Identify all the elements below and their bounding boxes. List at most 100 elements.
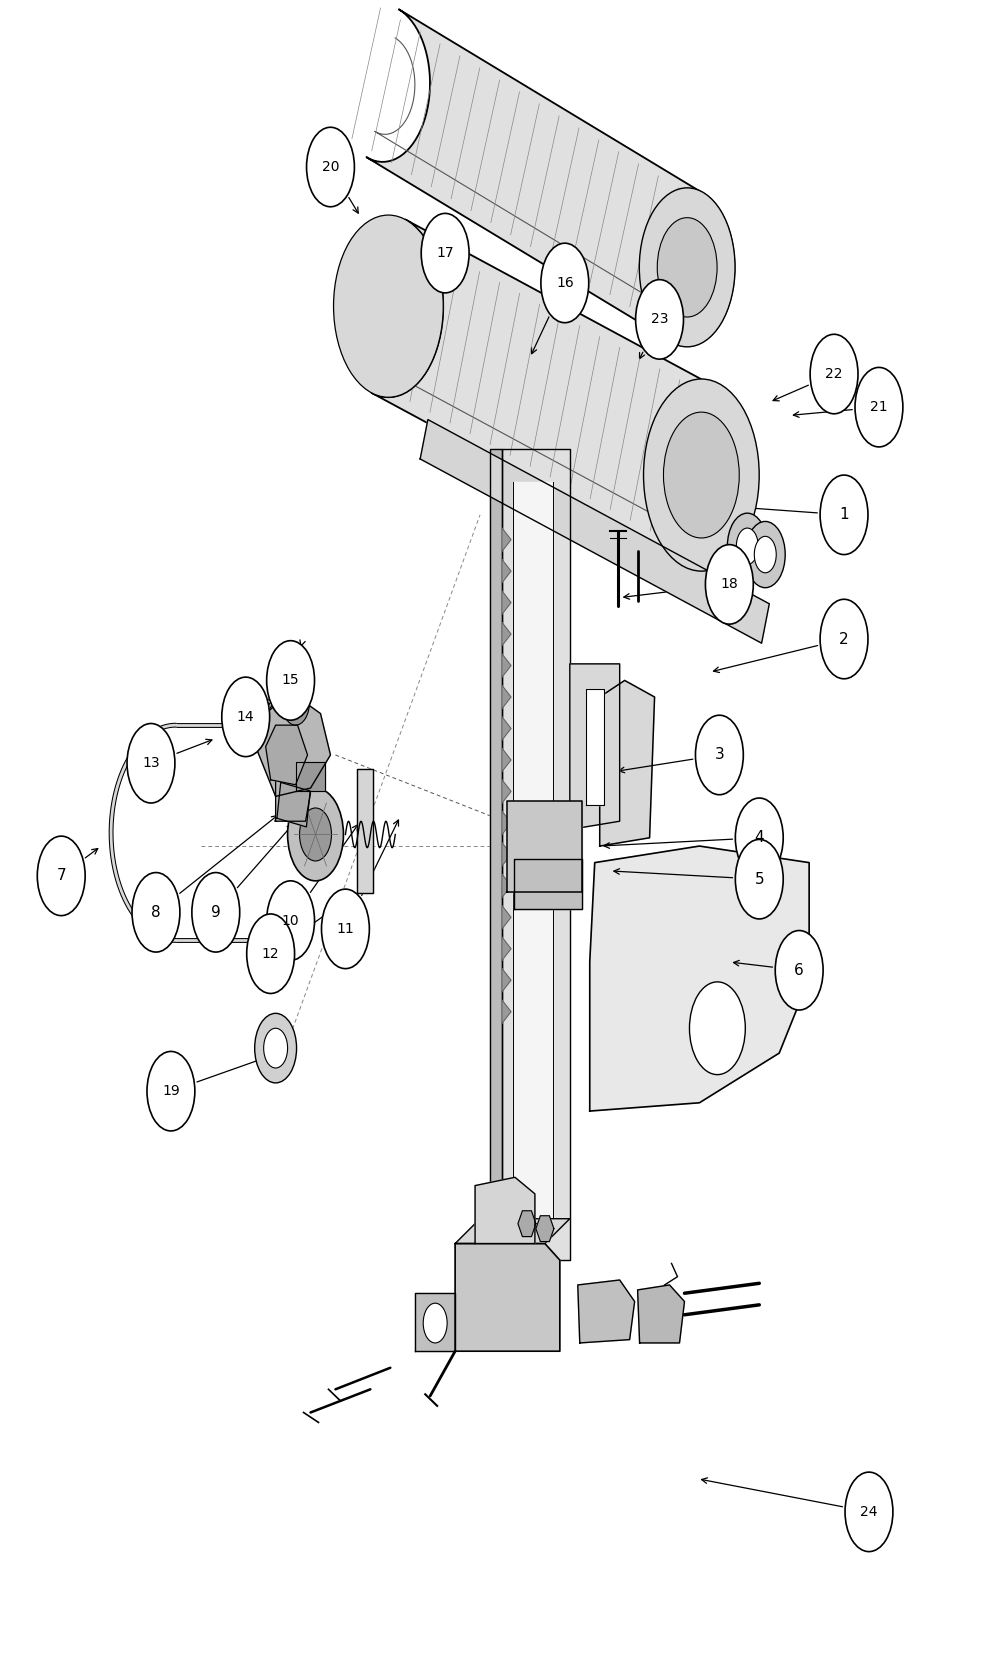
- Circle shape: [264, 1029, 288, 1068]
- Text: 8: 8: [151, 904, 161, 919]
- Circle shape: [775, 931, 823, 1010]
- Circle shape: [810, 335, 858, 413]
- Polygon shape: [502, 654, 511, 677]
- Circle shape: [247, 914, 295, 994]
- Polygon shape: [536, 1216, 554, 1241]
- Polygon shape: [502, 591, 511, 614]
- Text: 4: 4: [754, 830, 764, 846]
- Text: 12: 12: [262, 947, 279, 961]
- Polygon shape: [420, 420, 769, 644]
- Circle shape: [663, 411, 739, 538]
- Circle shape: [267, 881, 315, 961]
- Polygon shape: [514, 859, 582, 909]
- Circle shape: [727, 513, 767, 579]
- Polygon shape: [638, 1286, 684, 1342]
- Polygon shape: [590, 846, 809, 1112]
- Polygon shape: [502, 622, 511, 645]
- Polygon shape: [502, 811, 511, 834]
- Text: 19: 19: [162, 1085, 180, 1098]
- Polygon shape: [502, 906, 511, 929]
- Polygon shape: [578, 1281, 635, 1342]
- Text: 5: 5: [754, 871, 764, 886]
- Text: 13: 13: [142, 757, 160, 770]
- Polygon shape: [266, 725, 308, 785]
- Circle shape: [423, 1304, 447, 1342]
- Polygon shape: [502, 528, 511, 551]
- Text: 1: 1: [839, 508, 849, 523]
- Ellipse shape: [275, 710, 287, 740]
- Polygon shape: [518, 1211, 536, 1236]
- Polygon shape: [475, 1178, 535, 1244]
- Text: 10: 10: [282, 914, 299, 927]
- Text: 9: 9: [211, 904, 221, 919]
- Circle shape: [334, 216, 443, 397]
- Polygon shape: [502, 843, 511, 866]
- Text: 11: 11: [337, 922, 354, 936]
- Text: 23: 23: [651, 312, 668, 327]
- Circle shape: [127, 723, 175, 803]
- Polygon shape: [502, 874, 511, 898]
- Polygon shape: [502, 748, 511, 771]
- Text: 18: 18: [720, 577, 738, 591]
- Circle shape: [754, 536, 776, 572]
- Circle shape: [541, 244, 589, 324]
- Circle shape: [705, 544, 753, 624]
- Circle shape: [736, 528, 758, 564]
- Circle shape: [421, 214, 469, 294]
- Circle shape: [192, 873, 240, 952]
- Polygon shape: [277, 783, 310, 826]
- Circle shape: [222, 677, 270, 757]
- Ellipse shape: [268, 911, 293, 969]
- Circle shape: [644, 378, 759, 571]
- Circle shape: [300, 808, 331, 861]
- Circle shape: [689, 982, 745, 1075]
- Circle shape: [745, 521, 785, 587]
- Circle shape: [282, 679, 310, 725]
- Text: 14: 14: [237, 710, 255, 723]
- Text: 2: 2: [839, 632, 849, 647]
- Circle shape: [307, 128, 354, 207]
- Polygon shape: [502, 448, 570, 1261]
- Text: 21: 21: [870, 400, 888, 415]
- Polygon shape: [502, 717, 511, 740]
- Circle shape: [735, 798, 783, 878]
- Polygon shape: [490, 448, 502, 1261]
- Polygon shape: [502, 559, 511, 582]
- Polygon shape: [507, 801, 582, 891]
- Circle shape: [695, 715, 743, 795]
- Circle shape: [855, 367, 903, 446]
- Polygon shape: [513, 481, 553, 1228]
- Text: 17: 17: [436, 246, 454, 260]
- Circle shape: [639, 187, 735, 347]
- Text: 20: 20: [322, 159, 339, 174]
- Text: 6: 6: [794, 962, 804, 977]
- Polygon shape: [455, 1219, 570, 1244]
- Polygon shape: [256, 692, 330, 796]
- Circle shape: [288, 788, 343, 881]
- Polygon shape: [366, 10, 735, 347]
- Polygon shape: [276, 768, 311, 821]
- Circle shape: [636, 280, 683, 358]
- Text: 7: 7: [56, 868, 66, 883]
- Circle shape: [735, 839, 783, 919]
- Circle shape: [132, 873, 180, 952]
- Text: 15: 15: [282, 674, 299, 687]
- Polygon shape: [600, 680, 655, 846]
- Polygon shape: [586, 688, 604, 805]
- Circle shape: [37, 836, 85, 916]
- Circle shape: [820, 474, 868, 554]
- Circle shape: [845, 1472, 893, 1551]
- Circle shape: [321, 889, 369, 969]
- Circle shape: [255, 1014, 297, 1083]
- Polygon shape: [502, 937, 511, 961]
- Circle shape: [820, 599, 868, 679]
- Circle shape: [147, 1052, 195, 1131]
- Polygon shape: [502, 1000, 511, 1024]
- Polygon shape: [455, 1244, 560, 1350]
- Ellipse shape: [275, 926, 287, 956]
- Text: 16: 16: [556, 275, 574, 290]
- Polygon shape: [502, 780, 511, 803]
- Polygon shape: [502, 969, 511, 992]
- Text: 24: 24: [860, 1505, 878, 1520]
- Polygon shape: [371, 219, 756, 566]
